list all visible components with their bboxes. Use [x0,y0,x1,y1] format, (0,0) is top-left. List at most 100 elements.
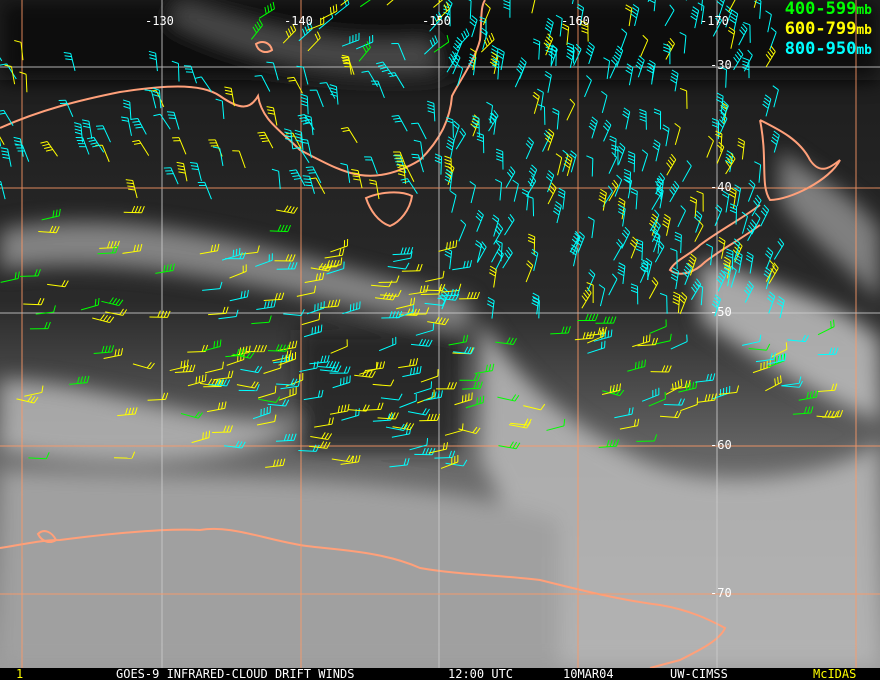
wind-barb [4,64,16,85]
wind-barb [215,98,225,120]
source-label: UW-CIMSS [670,667,728,680]
wind-barb [169,359,189,372]
wind-barb [652,232,661,254]
wind-barb [719,100,729,123]
wind-barb [81,119,93,140]
wind-barb [334,0,350,16]
wind-barb [465,395,485,409]
wind-barb [630,187,638,210]
wind-barb [453,346,475,355]
island-coast [36,530,58,543]
wind-barb [413,139,424,160]
wind-barb [35,305,56,315]
wind-barb [433,35,450,53]
wind-barb [298,444,320,452]
wind-barb [276,205,298,214]
wind-barb [613,239,623,261]
wind-barb [396,304,414,319]
wind-barb [41,208,61,221]
wind-barb [712,14,723,37]
wind-barb [0,147,12,167]
wind-barb [682,160,692,182]
wind-barb [531,0,536,14]
wind-barb [427,100,436,122]
legend-unit: mb [856,23,872,38]
wind-barb [754,161,762,183]
wind-barb [637,337,659,347]
wind-barb [629,236,639,259]
wind-barb [491,240,501,263]
wind-barb [340,454,361,465]
wind-barb [772,85,779,108]
wind-barb [663,398,686,406]
wind-barb [300,93,309,115]
wind-barb [440,455,459,469]
wind-barb [16,395,39,404]
wind-barb [450,190,457,213]
wind-barb [492,58,500,80]
wind-barb [326,261,345,275]
wind-barb [310,432,333,441]
australia-coast [0,0,486,177]
antarctica-coast [0,527,727,668]
wind-barb [587,269,596,292]
wind-barb [755,352,776,363]
wind-barb [284,128,294,149]
wind-barb [532,91,540,114]
wind-barb [28,452,50,460]
wind-barb [734,251,743,273]
wind-barb [258,1,275,19]
wind-barb [527,233,536,255]
longitude-label: -140 [284,14,313,28]
wind-barb [276,378,298,386]
wind-barb [251,315,272,325]
legend-entry-800-950: 800-950mb [785,40,872,60]
wind-barb [97,245,119,255]
wind-barb [613,45,624,68]
wind-barb [340,162,351,183]
wind-barb [743,280,754,303]
wind-barb [679,87,688,109]
legend-entry-400-599: 400-599mb [785,0,872,20]
wind-barb [420,369,439,383]
wind-barb [256,299,277,311]
wind-barb [197,181,212,200]
wind-barb [95,125,111,143]
wind-barb [149,310,171,318]
wind-barb [586,155,594,177]
wind-barb [525,260,534,283]
wind-barb [38,225,60,234]
wind-barb [391,43,406,61]
wind-barb [690,6,700,29]
wind-barb [781,376,802,387]
wind-barb [183,65,198,84]
wind-barb [399,393,417,408]
wind-barb [282,23,297,44]
wind-barb [614,174,623,197]
wind-barb [329,84,339,105]
wind-barb [276,262,298,270]
wind-barb [518,57,527,80]
wind-barb [652,139,661,162]
wind-barb [323,257,343,270]
wind-barb [24,385,44,397]
wind-barb [495,148,504,170]
wind-barb [314,417,334,428]
wind-barb [370,280,393,288]
latitude-label: -70 [710,586,732,600]
wind-barb [319,82,336,99]
wind-barb [398,165,415,182]
wind-barb [304,114,314,136]
wind-barb [121,116,132,136]
wind-barb [267,344,290,352]
wind-barb [380,289,402,297]
wind-barb [617,142,626,165]
wind-barb [362,402,384,411]
wind-barb [171,60,180,82]
wind-barb [716,269,727,292]
wind-barb [476,132,485,154]
wind-barb [232,150,246,169]
wind-barb [187,374,207,387]
wind-barb [717,113,728,136]
